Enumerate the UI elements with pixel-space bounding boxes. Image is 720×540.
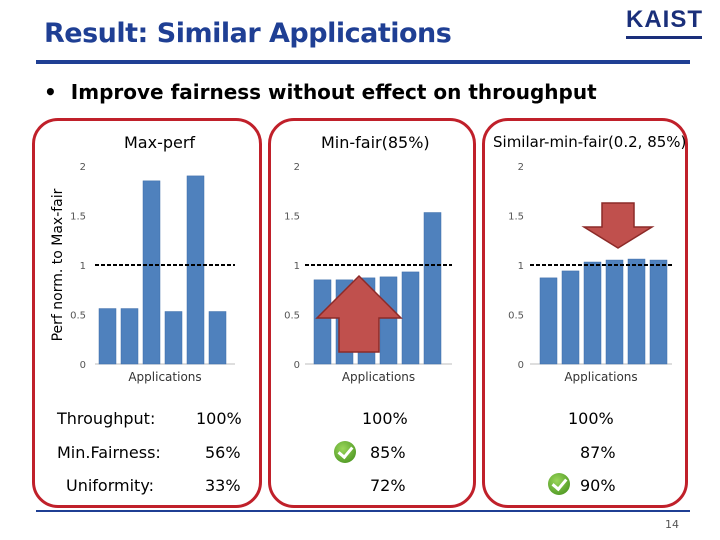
y-tick-label: 2 xyxy=(80,162,86,173)
max-perf-uniformity: 33% xyxy=(205,476,241,495)
y-tick-label: 0.5 xyxy=(70,311,86,322)
slide-title: Result: Similar Applications xyxy=(44,18,452,49)
bar xyxy=(583,261,602,365)
y-tick-label: 1.5 xyxy=(284,212,300,223)
bar xyxy=(423,212,442,365)
footer-rule xyxy=(36,510,690,512)
bullet-marker: • xyxy=(44,80,57,104)
max-perf-fairness: 56% xyxy=(205,443,241,462)
logo-text: KAIST xyxy=(626,6,703,33)
down-arrow-icon xyxy=(581,202,655,249)
y-tick-label: 0.5 xyxy=(284,311,300,322)
y-tick-label: 1.5 xyxy=(70,212,86,223)
kaist-logo: KAIST xyxy=(626,6,706,40)
y-tick-label: 1 xyxy=(294,261,300,272)
charts-svg: 0 0.5 1 1.5 2 Applications 0 0.5 1 1.5 2 Applicatio… xyxy=(70,162,672,384)
metric-label-throughput: Throughput: xyxy=(57,409,156,428)
y-tick-label: 0 xyxy=(80,360,86,371)
panel-min-fair xyxy=(268,118,476,508)
max-perf-throughput: 100% xyxy=(196,409,242,428)
bar xyxy=(649,259,668,365)
bar xyxy=(164,311,183,365)
logo-underline xyxy=(626,36,702,39)
y-tick-label: 2 xyxy=(518,162,524,173)
up-arrow-icon xyxy=(315,274,403,353)
bar xyxy=(208,311,227,365)
bar xyxy=(605,259,624,365)
bar xyxy=(313,279,332,365)
y-tick-label: 1.5 xyxy=(508,212,524,223)
bar xyxy=(98,308,117,365)
panel-similar-min-fair xyxy=(482,118,688,508)
bar xyxy=(120,308,139,365)
bar xyxy=(142,180,161,365)
title-rule xyxy=(36,60,690,64)
y-tick-label: 0 xyxy=(294,360,300,371)
y-tick-label: 0 xyxy=(518,360,524,371)
y-tick-label: 1 xyxy=(518,261,524,272)
bar xyxy=(186,175,205,365)
metric-label-fairness: Min.Fairness: xyxy=(57,443,161,462)
bullet-point: • Improve fairness without effect on thro… xyxy=(44,80,597,104)
checkmark-icon xyxy=(548,473,570,495)
bar xyxy=(561,270,580,365)
bar xyxy=(379,276,398,365)
min-fair-uniformity: 72% xyxy=(370,476,406,495)
panel-max-perf xyxy=(32,118,262,508)
bar xyxy=(627,258,646,365)
y-tick-label: 2 xyxy=(294,162,300,173)
min-fair-throughput: 100% xyxy=(362,409,408,428)
chart-title-max-perf: Max-perf xyxy=(124,133,196,152)
page-number: 14 xyxy=(665,518,679,531)
bar xyxy=(539,277,558,365)
y-tick-label: 0.5 xyxy=(508,311,524,322)
chart-title-min-fair: Min-fair(85%) xyxy=(321,133,430,152)
chart-title-similar-min-fair: Similar-min-fair(0.2, 85%) xyxy=(493,133,687,151)
min-fair-fairness: 85% xyxy=(370,443,406,462)
similar-uniformity: 90% xyxy=(580,476,616,495)
y-tick-label: 1 xyxy=(80,261,86,272)
similar-fairness: 87% xyxy=(580,443,616,462)
bullet-text: Improve fairness without effect on throu… xyxy=(70,80,597,104)
x-axis-label: Applications xyxy=(342,370,415,384)
x-axis-label: Applications xyxy=(564,370,637,384)
x-axis-label: Applications xyxy=(128,370,201,384)
checkmark-icon xyxy=(334,441,356,463)
similar-throughput: 100% xyxy=(568,409,614,428)
metric-label-uniformity: Uniformity: xyxy=(66,476,155,495)
bar xyxy=(401,271,420,365)
